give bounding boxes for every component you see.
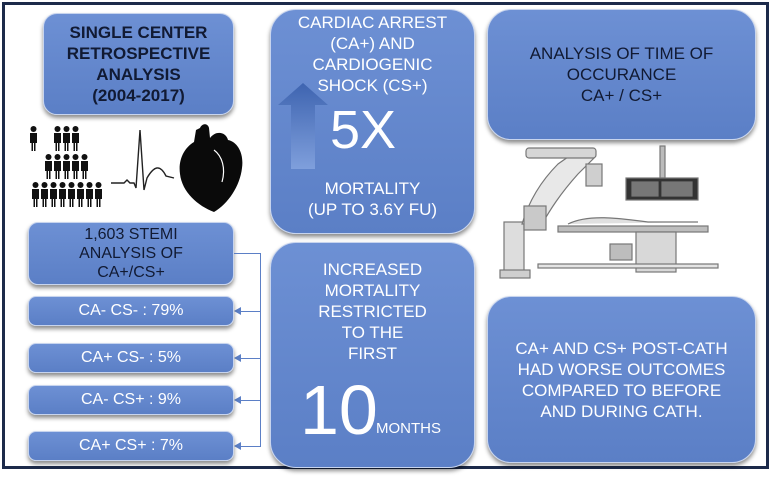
- cardiac-line5: MORTALITY: [324, 179, 421, 198]
- outcomes-line1: CA+ AND CS+ POST-CATH: [515, 338, 728, 358]
- subgroup-box: CA- CS- : 79%: [28, 296, 234, 326]
- single-center-line3: ANALYSIS: [96, 65, 181, 84]
- time-line3: CA+ / CS+: [580, 86, 663, 105]
- connector-line: [240, 311, 261, 312]
- single-center-line2: RETROSPECTIVE: [66, 44, 211, 63]
- time-line1: ANALYSIS OF TIME OF: [529, 44, 714, 63]
- outcomes-line4: AND DURING CATH.: [540, 401, 703, 421]
- ten-months-value: 10: [300, 371, 378, 449]
- subgroup-box: CA+ CS+ : 7%: [28, 431, 234, 461]
- stemi-line2: ANALYSIS OF: [79, 245, 183, 262]
- stemi-line3: CA+/CS+: [97, 264, 165, 281]
- time-line2: OCCURANCE: [566, 65, 677, 84]
- connector-line: [240, 446, 261, 447]
- arrowhead-icon: [234, 442, 241, 450]
- subgroup-label: CA+ CS+ : 7%: [78, 437, 184, 454]
- connector-line: [240, 358, 261, 359]
- single-center-line4: (2004-2017): [92, 86, 185, 105]
- heart-icon: [179, 124, 243, 212]
- months-label: MONTHS: [376, 420, 441, 437]
- outcomes-box: CA+ AND CS+ POST-CATH HAD WORSE OUTCOMES…: [487, 296, 756, 463]
- ecg-waveform-icon: [111, 129, 175, 191]
- bracket-top-line: [234, 253, 261, 254]
- stemi-line1: 1,603 STEMI: [84, 226, 178, 243]
- single-center-line1: SINGLE CENTER: [69, 23, 208, 42]
- cardiac-line4: SHOCK (CS+): [317, 76, 428, 95]
- subgroup-box: CA+ CS- : 5%: [28, 343, 234, 373]
- subgroup-label: CA- CS- : 79%: [78, 302, 184, 319]
- stemi-analysis-box: 1,603 STEMI ANALYSIS OF CA+/CS+: [28, 222, 234, 285]
- increased-mortality-box: INCREASED MORTALITY RESTRICTED TO THE FI…: [270, 242, 475, 468]
- arrowhead-icon: [234, 396, 241, 404]
- up-arrow-icon: [278, 83, 328, 169]
- subgroup-label: CA- CS+ : 9%: [80, 391, 182, 408]
- time-of-occurance-box: ANALYSIS OF TIME OF OCCURANCE CA+ / CS+: [487, 9, 756, 140]
- subgroup-label: CA+ CS- : 5%: [80, 349, 182, 366]
- arrowhead-icon: [234, 354, 241, 362]
- cardiac-line2: (CA+) AND: [330, 34, 415, 53]
- people-icon: [30, 126, 102, 207]
- increased-line1: INCREASED: [322, 260, 423, 279]
- cardiac-line1: CARDIAC ARREST: [297, 13, 448, 32]
- single-center-box: SINGLE CENTER RETROSPECTIVE ANALYSIS (20…: [43, 13, 234, 115]
- cardiac-arrest-box: CARDIAC ARREST (CA+) AND CARDIOGENIC SHO…: [270, 9, 475, 234]
- connector-line: [240, 400, 261, 401]
- increased-line3: RESTRICTED: [318, 302, 427, 321]
- arrowhead-icon: [234, 307, 241, 315]
- five-x-value: 5X: [330, 100, 397, 160]
- outcomes-line3: COMPARED TO BEFORE: [521, 380, 722, 400]
- subgroup-box: CA- CS+ : 9%: [28, 385, 234, 415]
- increased-line5: FIRST: [347, 344, 398, 363]
- increased-line4: TO THE: [341, 323, 404, 342]
- increased-line2: MORTALITY: [324, 281, 421, 300]
- cardiac-line6: (UP TO 3.6Y FU): [307, 200, 438, 219]
- cath-lab-icon: [499, 145, 719, 279]
- outcomes-line2: HAD WORSE OUTCOMES: [517, 359, 726, 379]
- cardiac-line3: CARDIOGENIC: [312, 55, 433, 74]
- bracket-line: [260, 253, 261, 446]
